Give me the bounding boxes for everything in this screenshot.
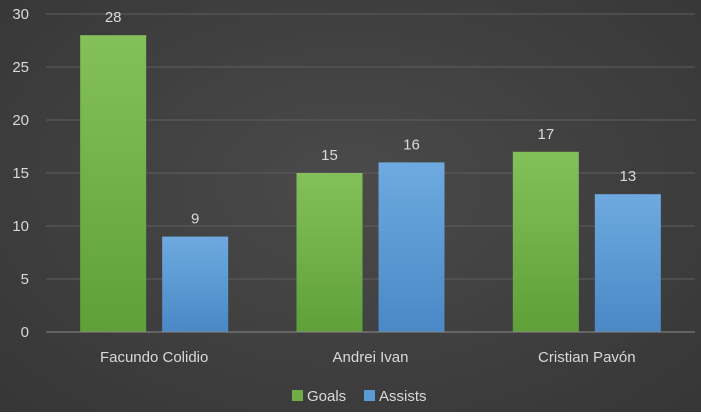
data-label: 17 (537, 126, 554, 143)
legend-swatch-assists (364, 390, 375, 401)
legend-label-goals: Goals (307, 388, 346, 405)
data-label: 13 (619, 168, 636, 185)
data-label: 15 (321, 147, 338, 164)
data-label: 28 (105, 9, 122, 26)
bars (80, 35, 661, 332)
y-tick-label: 25 (12, 59, 29, 76)
bar-assists-2 (594, 194, 661, 332)
x-tick-label: Facundo Colidio (100, 349, 208, 366)
legend-swatch-goals (292, 390, 303, 401)
y-tick-label: 0 (21, 324, 29, 341)
x-tick-label: Cristian Pavón (538, 349, 636, 366)
x-tick-label: Andrei Ivan (333, 349, 409, 366)
y-tick-label: 10 (12, 218, 29, 235)
legend: Goals Assists (292, 388, 427, 405)
y-tick-label: 20 (12, 112, 29, 129)
bar-goals-1 (296, 173, 363, 332)
bar-assists-0 (162, 236, 229, 332)
bar-goals-2 (512, 151, 579, 332)
y-tick-label: 5 (21, 271, 29, 288)
bar-assists-1 (378, 162, 445, 332)
data-label: 16 (403, 136, 420, 153)
data-label: 9 (191, 211, 199, 228)
y-tick-label: 15 (12, 165, 29, 182)
data-labels: 28 9 15 16 17 13 (105, 9, 636, 227)
y-tick-label: 30 (12, 6, 29, 23)
axes: 0 5 10 15 20 25 30 Facundo Colidio Andrei Ivan Cr… (12, 6, 695, 366)
legend-label-assists: Assists (379, 388, 427, 405)
bar-goals-0 (80, 35, 147, 332)
gridlines (46, 13, 695, 280)
